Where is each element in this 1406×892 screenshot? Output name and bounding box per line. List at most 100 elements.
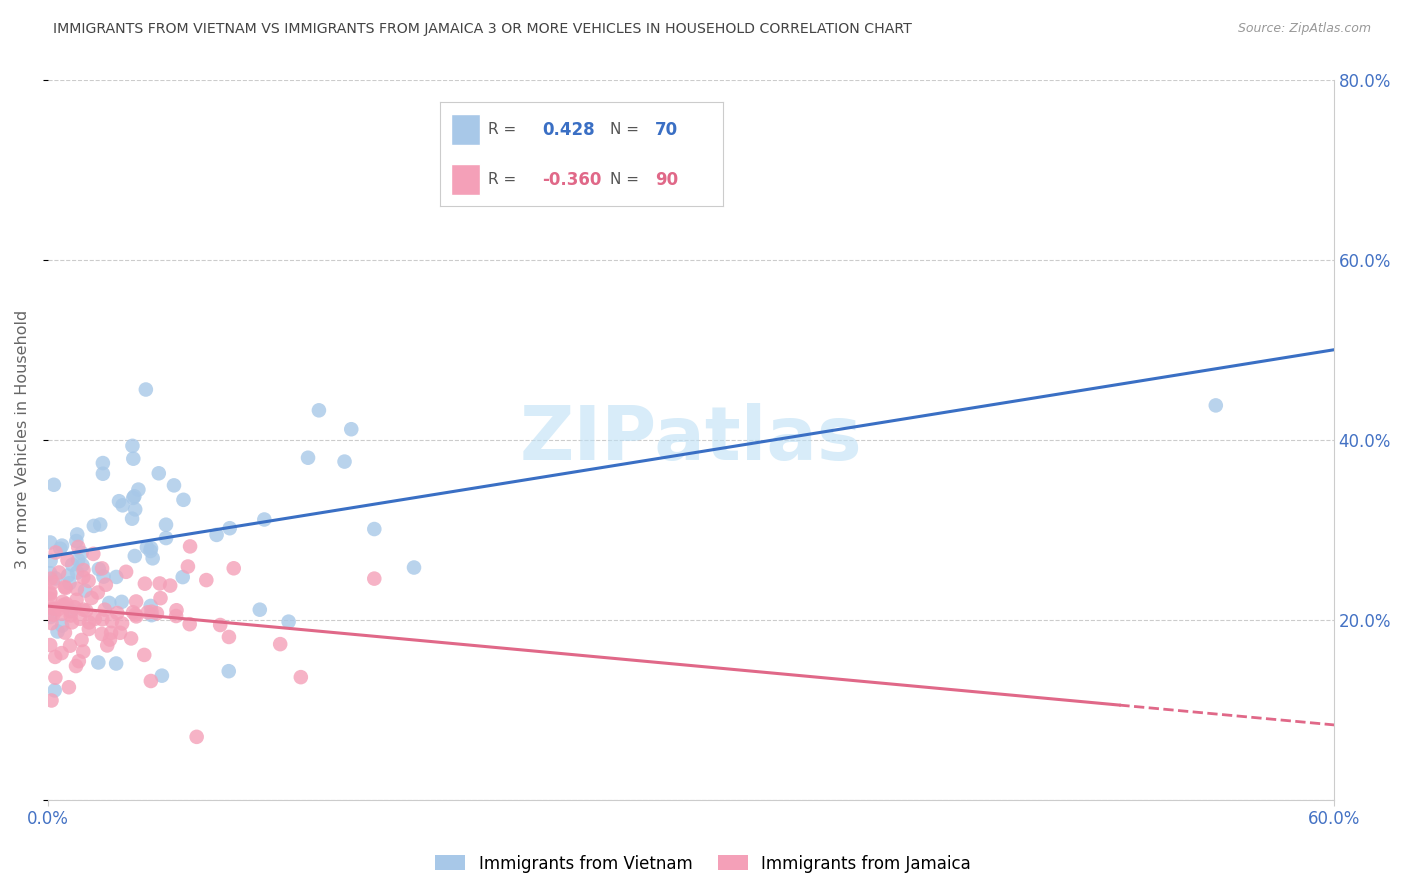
Point <box>159 579 181 593</box>
Point <box>121 511 143 525</box>
Point <box>165 609 187 624</box>
Point <box>141 605 163 619</box>
Point <box>65 592 87 607</box>
Point <box>91 467 114 481</box>
Point <box>105 657 128 671</box>
Point <box>402 560 425 574</box>
Point <box>39 638 62 652</box>
Point <box>90 627 112 641</box>
Point <box>124 549 146 563</box>
Point <box>67 553 90 567</box>
Point <box>98 632 121 647</box>
Point <box>125 594 148 608</box>
Text: IMMIGRANTS FROM VIETNAM VS IMMIGRANTS FROM JAMAICA 3 OR MORE VEHICLES IN HOUSEHO: IMMIGRANTS FROM VIETNAM VS IMMIGRANTS FR… <box>53 22 912 37</box>
Point <box>209 618 232 632</box>
Point <box>52 595 75 609</box>
Point <box>45 545 67 559</box>
Point <box>53 625 76 640</box>
Point <box>177 559 200 574</box>
Point <box>91 612 114 626</box>
Point <box>39 554 62 568</box>
Point <box>297 450 319 465</box>
Point <box>65 534 87 549</box>
Point <box>91 561 114 575</box>
Point <box>39 566 62 581</box>
Point <box>72 570 94 584</box>
Point <box>163 478 186 492</box>
Point <box>59 608 82 623</box>
Point <box>53 580 76 594</box>
Point <box>44 671 66 685</box>
Point <box>111 499 134 513</box>
Point <box>108 625 131 640</box>
Point <box>39 535 62 549</box>
Point <box>39 591 62 606</box>
Point <box>56 553 79 567</box>
Point <box>222 561 245 575</box>
Point <box>142 551 165 566</box>
Point <box>72 563 94 577</box>
Point <box>111 595 134 609</box>
Point <box>100 625 122 640</box>
Point <box>55 581 77 595</box>
Point <box>58 576 80 591</box>
Point <box>39 585 62 599</box>
Point <box>58 680 80 694</box>
Point <box>218 630 240 644</box>
Point <box>87 585 110 599</box>
Point <box>121 439 143 453</box>
Y-axis label: 3 or more Vehicles in Household: 3 or more Vehicles in Household <box>15 310 30 569</box>
Point <box>139 544 162 558</box>
Point <box>44 601 66 615</box>
Point <box>70 546 93 560</box>
Point <box>70 632 93 647</box>
Point <box>141 608 163 623</box>
Point <box>94 578 117 592</box>
Point <box>44 683 66 698</box>
Point <box>179 617 201 632</box>
Point <box>67 540 90 554</box>
Point <box>105 606 128 620</box>
Point <box>139 599 162 613</box>
Point <box>124 489 146 503</box>
Point <box>136 605 159 619</box>
Point <box>46 602 69 616</box>
Point <box>127 483 149 497</box>
Point <box>59 639 82 653</box>
Point <box>135 541 157 555</box>
Point <box>77 622 100 636</box>
Point <box>96 639 118 653</box>
Point <box>75 603 97 617</box>
Point <box>105 570 128 584</box>
Point <box>125 609 148 624</box>
Point <box>60 615 83 630</box>
Point <box>80 591 103 605</box>
Point <box>39 610 62 624</box>
Point <box>120 632 142 646</box>
Point <box>166 603 188 617</box>
Point <box>115 565 138 579</box>
Point <box>51 618 73 632</box>
Point <box>249 603 271 617</box>
Point <box>333 454 356 468</box>
Point <box>340 422 363 436</box>
Point <box>94 602 117 616</box>
Point <box>1205 398 1227 412</box>
Point <box>42 477 65 491</box>
Point <box>41 601 63 615</box>
Point <box>146 607 169 621</box>
Point <box>39 572 62 586</box>
Point <box>52 598 75 612</box>
Point <box>186 730 208 744</box>
Point <box>66 582 89 596</box>
Point <box>172 492 194 507</box>
Point <box>51 539 73 553</box>
Point <box>122 451 145 466</box>
Point <box>72 644 94 658</box>
Point <box>135 383 157 397</box>
Point <box>60 558 83 572</box>
Point <box>149 591 172 606</box>
Point <box>150 668 173 682</box>
Point <box>155 531 177 545</box>
Legend: Immigrants from Vietnam, Immigrants from Jamaica: Immigrants from Vietnam, Immigrants from… <box>429 848 977 880</box>
